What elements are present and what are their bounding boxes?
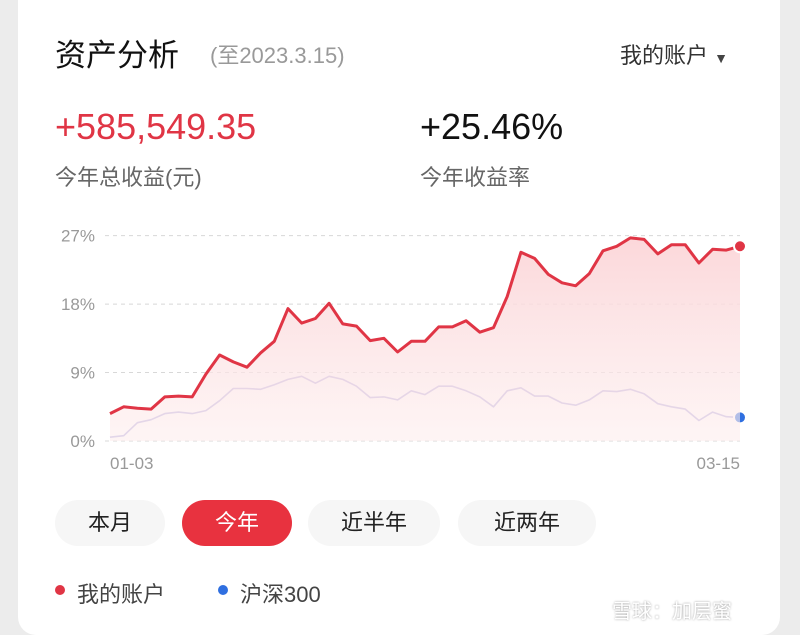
tab-button[interactable]: 近两年: [458, 500, 596, 546]
stat-label: 今年总收益(元): [55, 165, 202, 190]
stat-value: +25.46%: [420, 106, 564, 147]
account-label: 我的账户: [620, 43, 709, 68]
date: (至2023.3.15): [210, 43, 345, 68]
area: [110, 237, 740, 441]
x-tick-label: 03-15: [697, 454, 740, 473]
account-select[interactable]: 我的账户 ▼: [620, 38, 728, 70]
tab-button[interactable]: 今年: [182, 500, 292, 546]
legend-dot: [218, 585, 228, 595]
y-tick-label: 18%: [61, 295, 95, 314]
stat-value: +585,549.35: [55, 106, 257, 147]
legend-label: 沪深300: [240, 582, 321, 607]
dropdown-arrow: ▼: [714, 50, 728, 66]
title: 资产分析: [55, 38, 179, 73]
y-tick-label: 0%: [70, 432, 95, 451]
legend-label: 我的账户: [77, 582, 166, 607]
legend-dot: [55, 585, 65, 595]
tab-button[interactable]: 本月: [55, 500, 165, 546]
watermark: 雪球：加层蜜: [612, 601, 732, 623]
tab-button[interactable]: 近半年: [308, 500, 440, 546]
line: [109, 236, 741, 415]
x-tick-label: 01-03: [110, 454, 153, 473]
stat-label: 今年收益率: [420, 165, 531, 190]
y-tick-label: 9%: [70, 364, 95, 383]
y-tick-label: 27%: [61, 227, 95, 246]
end-dot: [733, 239, 747, 254]
